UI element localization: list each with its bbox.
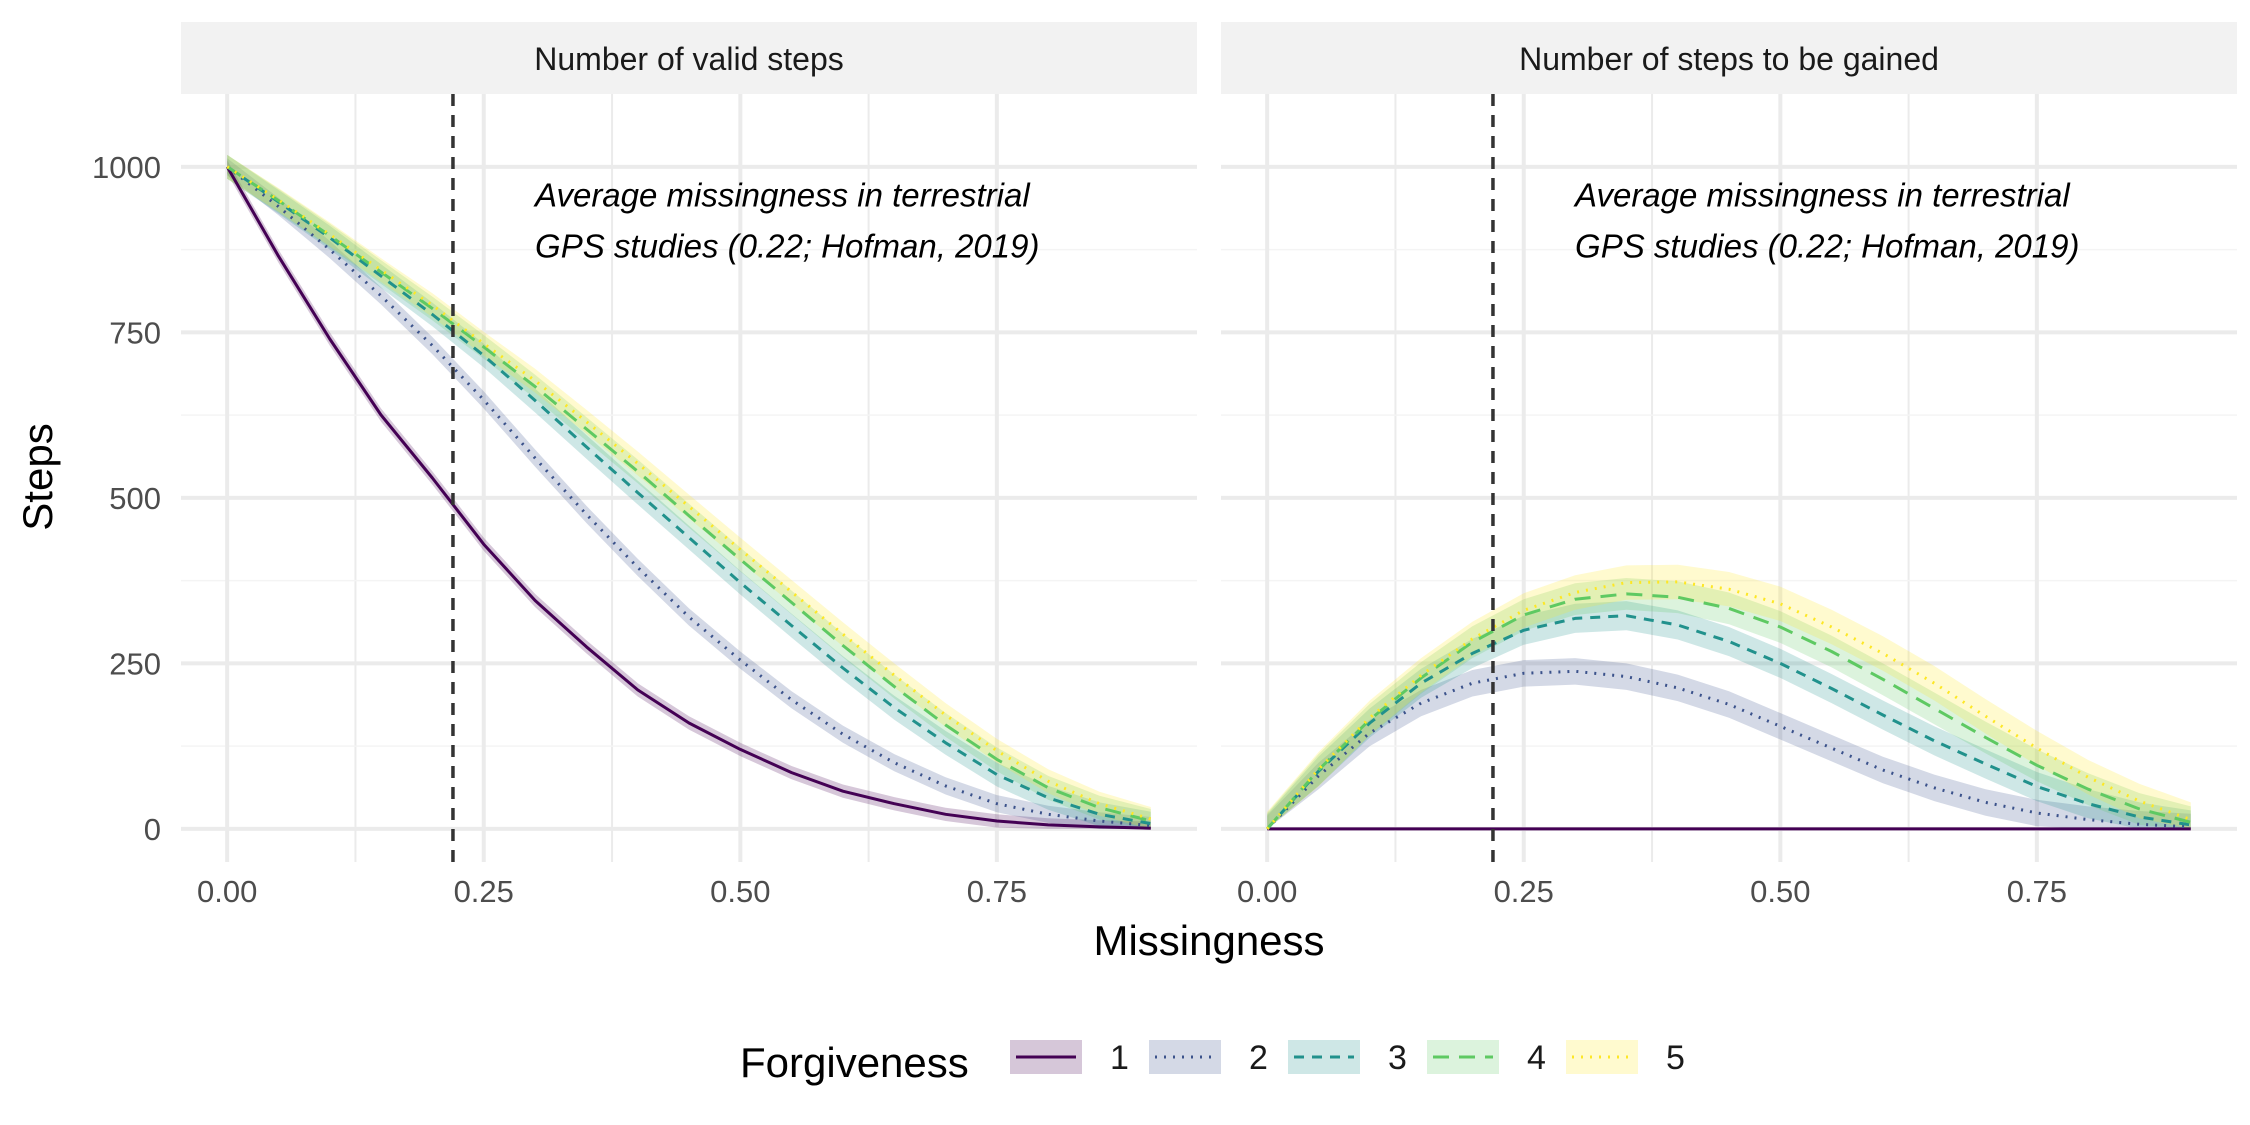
y-axis-title: Steps (14, 423, 61, 530)
legend-label: 1 (1110, 1039, 1129, 1077)
x-tick-label: 0.75 (967, 874, 1027, 909)
line-series-5 (1266, 580, 2192, 830)
annotation-line-2: GPS studies (0.22; Hofman, 2019) (535, 228, 1039, 265)
y-tick-label: 750 (109, 315, 161, 350)
band-series-4 (1267, 578, 2191, 829)
x-tick-label: 0.25 (454, 874, 514, 909)
legend-label: 5 (1666, 1039, 1685, 1077)
line-series-3 (226, 165, 1152, 826)
x-tick-label: 0.00 (197, 874, 257, 909)
y-tick-labels: 0 250 500 750 1000 (92, 150, 161, 847)
y-tick-label: 1000 (92, 150, 161, 185)
x-tick-label: 0.00 (1237, 874, 1297, 909)
annotation-line-1: Average missingness in terrestrial (1573, 177, 2071, 214)
panel-steps-to-be-gained: Number of steps to be gained Average mis… (1221, 22, 2237, 909)
annotation-line-2: GPS studies (0.22; Hofman, 2019) (1575, 228, 2079, 265)
legend: Forgiveness 1 2 3 4 5 (740, 1039, 1685, 1086)
y-tick-label: 250 (109, 646, 161, 681)
x-tick-label: 0.50 (710, 874, 770, 909)
x-tick-label: 0.50 (1750, 874, 1810, 909)
x-axis-title: Missingness (1093, 917, 1324, 964)
legend-label: 2 (1249, 1039, 1268, 1077)
legend-label: 3 (1388, 1039, 1407, 1077)
panel-title: Number of steps to be gained (1519, 41, 1939, 77)
panel-valid-steps: Number of valid steps Average missingnes… (181, 22, 1197, 909)
y-tick-label: 0 (144, 812, 161, 847)
grid (181, 94, 1197, 862)
line-series-2 (226, 165, 1151, 828)
legend-item-1: 1 (1010, 1039, 1129, 1077)
y-tick-label: 500 (109, 481, 161, 516)
strip-background (1221, 22, 2237, 94)
band-series-5 (1267, 564, 2191, 829)
x-tick-label: 0.75 (2007, 874, 2067, 909)
legend-title: Forgiveness (740, 1039, 969, 1086)
line-series-1 (225, 166, 1151, 830)
strip-background (181, 22, 1197, 94)
legend-item-3: 3 (1288, 1039, 1407, 1077)
band-series-2 (1267, 658, 2191, 829)
line-series-4 (1266, 592, 2192, 830)
legend-item-5: 5 (1566, 1039, 1685, 1077)
legend-keys: 1 2 3 4 5 (1010, 1039, 1685, 1077)
x-tick-labels: 0.00 0.25 0.50 0.75 (197, 874, 1027, 909)
x-tick-labels: 0.00 0.25 0.50 0.75 (1237, 874, 2067, 909)
annotation-line-1: Average missingness in terrestrial (533, 177, 1031, 214)
legend-item-2: 2 (1149, 1039, 1268, 1077)
legend-item-4: 4 (1427, 1039, 1546, 1077)
legend-label: 4 (1527, 1039, 1546, 1077)
series-lines (1266, 580, 2192, 831)
line-series-4 (226, 165, 1152, 823)
panel-title: Number of valid steps (534, 41, 843, 77)
x-tick-label: 0.25 (1494, 874, 1554, 909)
series-lines (225, 165, 1152, 830)
